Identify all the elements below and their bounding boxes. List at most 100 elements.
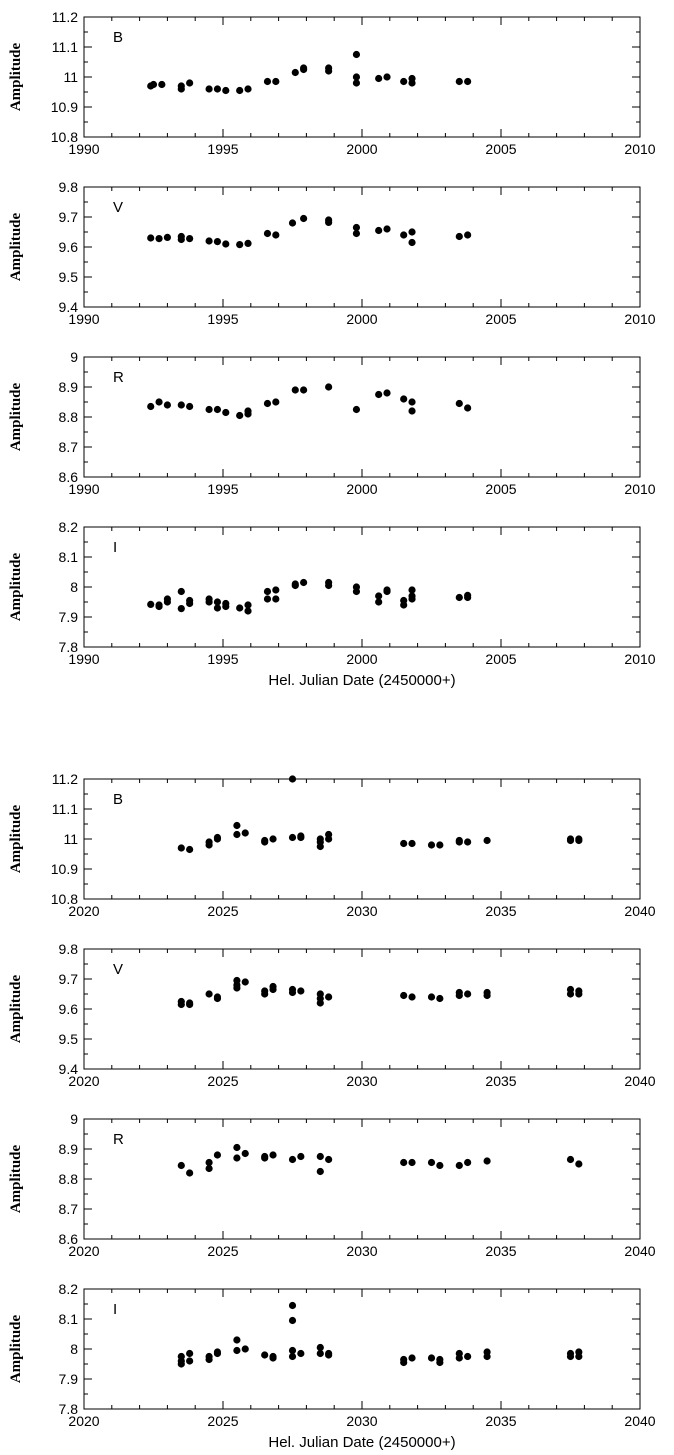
data-point bbox=[575, 836, 583, 845]
y-tick-label: 11.1 bbox=[52, 39, 78, 55]
data-point bbox=[400, 1158, 408, 1167]
data-point bbox=[300, 386, 308, 394]
x-tick-label: 1995 bbox=[207, 651, 238, 667]
data-point bbox=[352, 229, 361, 238]
y-tick-label: 11.1 bbox=[52, 801, 78, 817]
data-point bbox=[408, 839, 416, 848]
panel-2: 1990 1995 2000 2005 2010 9.4 9.5 9.6 9.7 9.8 V Ampl… bbox=[8, 179, 656, 327]
data-point bbox=[177, 232, 185, 241]
x-tick-label: 1990 bbox=[68, 651, 99, 667]
y-tick-label: 7.9 bbox=[59, 609, 79, 625]
data-point bbox=[205, 1355, 213, 1364]
data-point bbox=[455, 232, 463, 241]
data-point bbox=[236, 241, 244, 249]
data-point bbox=[177, 1161, 185, 1170]
x-tick-label: 2000 bbox=[346, 651, 377, 667]
plot-frame bbox=[83, 526, 641, 648]
data-point bbox=[205, 841, 213, 849]
x-tick-label: 2020 bbox=[68, 1413, 99, 1429]
data-point bbox=[205, 1158, 213, 1167]
x-tick-label: 2005 bbox=[485, 141, 516, 157]
data-point bbox=[261, 1351, 269, 1359]
data-point bbox=[400, 991, 408, 1000]
data-point bbox=[177, 587, 185, 596]
data-point bbox=[147, 402, 155, 411]
data-point bbox=[566, 990, 575, 998]
y-tick-label: 10.9 bbox=[51, 99, 78, 115]
data-point bbox=[263, 587, 272, 596]
data-point bbox=[464, 990, 472, 998]
data-point bbox=[455, 593, 463, 602]
band-label: V bbox=[113, 961, 123, 978]
y-tick-label: 8.1 bbox=[59, 549, 79, 565]
data-point bbox=[261, 836, 269, 845]
x-tick-label: 2010 bbox=[624, 311, 655, 327]
data-point bbox=[222, 86, 230, 95]
y-tick-label: 10.8 bbox=[51, 129, 78, 145]
data-point bbox=[177, 1000, 185, 1009]
x-tick-label: 2030 bbox=[346, 1243, 377, 1259]
data-point bbox=[177, 1360, 185, 1368]
minor-ticks bbox=[83, 356, 641, 478]
y-tick-label: 9 bbox=[70, 1111, 78, 1127]
data-point bbox=[213, 604, 222, 612]
data-point bbox=[300, 64, 308, 72]
data-point bbox=[263, 595, 272, 603]
major-ticks bbox=[83, 186, 641, 308]
y-tick-label: 8.7 bbox=[59, 1201, 79, 1217]
data-point bbox=[464, 77, 472, 86]
data-point bbox=[316, 1152, 324, 1161]
plot-frame bbox=[83, 778, 641, 900]
data-point bbox=[408, 407, 416, 415]
y-tick-label: 9.7 bbox=[59, 971, 79, 987]
x-tick-label: 1990 bbox=[68, 311, 99, 327]
data-point bbox=[263, 77, 272, 86]
data-point bbox=[455, 1161, 463, 1170]
data-point bbox=[383, 389, 391, 397]
y-tick-label: 11.2 bbox=[52, 9, 78, 25]
data-point bbox=[352, 79, 361, 87]
data-point bbox=[325, 830, 333, 839]
x-tick-label: 2040 bbox=[624, 1073, 655, 1089]
data-point bbox=[325, 993, 333, 1001]
y-tick-label: 11 bbox=[63, 831, 78, 847]
data-point bbox=[269, 1354, 277, 1362]
y-tick-label: 8.1 bbox=[59, 1311, 79, 1327]
data-point bbox=[455, 1354, 463, 1362]
data-point bbox=[261, 990, 269, 998]
y-tick-label: 9.8 bbox=[59, 179, 79, 195]
data-point bbox=[288, 1352, 297, 1361]
data-point bbox=[427, 841, 436, 849]
data-point bbox=[186, 402, 194, 411]
data-point bbox=[177, 82, 185, 90]
data-point bbox=[575, 1352, 583, 1361]
data-point bbox=[177, 605, 185, 613]
data-point bbox=[300, 214, 308, 223]
data-point bbox=[222, 599, 230, 608]
data-point bbox=[163, 595, 171, 603]
y-tick-label: 8.8 bbox=[59, 409, 79, 425]
band-label: B bbox=[113, 29, 123, 46]
panel-7: 2020 2025 2030 2035 2040 8.6 8.7 8.8 8.9 9 R Amplit… bbox=[8, 1111, 656, 1259]
x-tick-label: 2010 bbox=[624, 651, 655, 667]
data-point bbox=[575, 990, 583, 998]
data-point bbox=[269, 835, 277, 843]
y-tick-label: 8 bbox=[70, 579, 78, 595]
data-point bbox=[400, 596, 408, 605]
data-point bbox=[316, 999, 324, 1007]
data-point bbox=[205, 237, 213, 245]
data-point bbox=[233, 1336, 241, 1344]
data-point bbox=[163, 401, 171, 409]
panel-8: 2020 2025 2030 2035 2040 7.8 7.9 8 8.1 8.2 I Amplit… bbox=[8, 1281, 656, 1451]
data-point bbox=[288, 775, 297, 783]
data-point bbox=[213, 1151, 222, 1159]
data-point bbox=[566, 1352, 575, 1361]
data-point bbox=[213, 833, 222, 842]
data-point bbox=[205, 405, 213, 414]
data-point bbox=[213, 994, 222, 1003]
data-point bbox=[383, 73, 391, 81]
x-tick-label: 2035 bbox=[485, 1073, 516, 1089]
data-point bbox=[436, 994, 444, 1003]
data-point bbox=[155, 398, 163, 406]
